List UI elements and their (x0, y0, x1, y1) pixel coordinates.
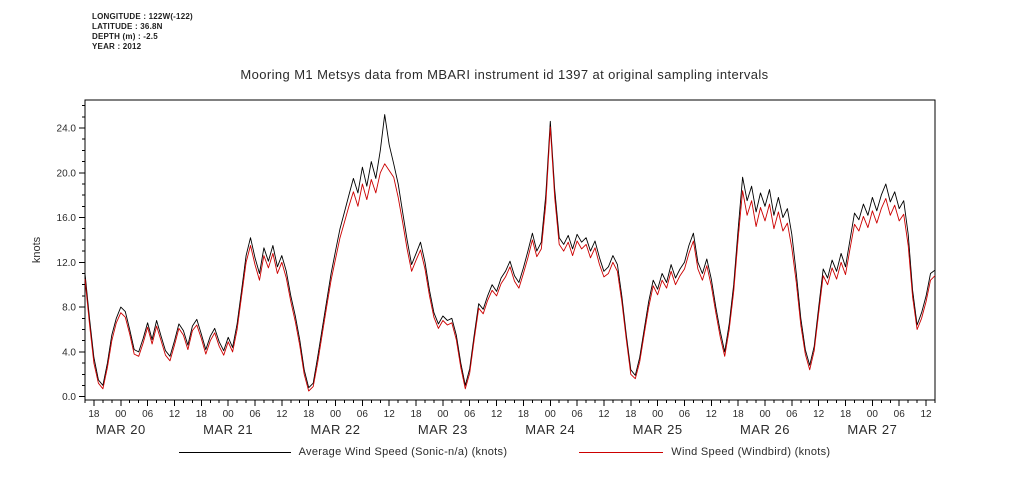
x-tick-label: 18 (303, 409, 315, 420)
y-tick-label: 4.0 (62, 347, 76, 358)
x-tick-label: 06 (464, 409, 476, 420)
y-tick-label: 20.0 (57, 168, 77, 179)
x-tick-label: 00 (437, 409, 449, 420)
x-tick-label: 12 (169, 409, 181, 420)
metadata-latitude: LATITUDE : 36.8N (92, 22, 163, 31)
x-tick-label: 06 (142, 409, 154, 420)
x-date-label: MAR 27 (847, 422, 897, 437)
series-line-sonic (84, 114, 936, 389)
metadata-year: YEAR : 2012 (92, 42, 142, 51)
chart-legend: Average Wind Speed (Sonic-n/a) (knots) W… (0, 446, 1009, 458)
y-tick-label: 24.0 (57, 123, 77, 134)
legend-label-sonic: Average Wind Speed (Sonic-n/a) (knots) (298, 446, 508, 458)
legend-label-windbird: Wind Speed (Windbird) (knots) (671, 446, 831, 458)
x-tick-label: 12 (598, 409, 610, 420)
chart-title: Mooring M1 Metsys data from MBARI instru… (240, 67, 769, 82)
series-line-windbird (84, 126, 936, 392)
x-tick-label: 18 (625, 409, 637, 420)
x-tick-label: 00 (759, 409, 771, 420)
x-date-label: MAR 22 (311, 422, 361, 437)
x-tick-label: 18 (840, 409, 852, 420)
x-tick-label: 00 (867, 409, 879, 420)
x-tick-label: 12 (276, 409, 288, 420)
x-tick-label: 06 (249, 409, 261, 420)
x-date-label: MAR 20 (96, 422, 146, 437)
legend-line-sonic (178, 451, 291, 453)
metadata-block: LONGITUDE : 122W(-122) LATITUDE : 36.8N … (92, 12, 193, 52)
x-tick-label: 00 (545, 409, 557, 420)
x-tick-label: 18 (733, 409, 745, 420)
x-tick-label: 18 (518, 409, 530, 420)
x-tick-label: 18 (88, 409, 100, 420)
x-tick-label: 06 (786, 409, 798, 420)
x-tick-label: 12 (491, 409, 503, 420)
x-date-label: MAR 24 (525, 422, 575, 437)
x-tick-label: 06 (679, 409, 691, 420)
y-tick-label: 12.0 (57, 258, 77, 269)
x-tick-label: 12 (813, 409, 825, 420)
x-tick-label: 00 (652, 409, 664, 420)
x-date-label: MAR 26 (740, 422, 790, 437)
y-tick-label: 8.0 (62, 303, 76, 314)
metadata-depth: DEPTH (m) : -2.5 (92, 32, 158, 41)
plot-box (84, 99, 936, 401)
y-tick-label: 0.0 (62, 392, 76, 403)
x-tick-label: 18 (196, 409, 208, 420)
x-tick-label: 18 (410, 409, 422, 420)
x-date-label: MAR 21 (203, 422, 253, 437)
x-tick-label: 06 (572, 409, 584, 420)
x-date-label: MAR 25 (633, 422, 683, 437)
x-tick-label: 12 (920, 409, 932, 420)
x-tick-label: 00 (223, 409, 235, 420)
metadata-longitude: LONGITUDE : 122W(-122) (92, 12, 193, 21)
x-tick-label: 12 (706, 409, 718, 420)
x-tick-label: 12 (384, 409, 396, 420)
x-tick-label: 06 (357, 409, 369, 420)
legend-line-windbird (579, 451, 664, 453)
x-tick-label: 00 (330, 409, 342, 420)
x-tick-label: 00 (115, 409, 127, 420)
x-date-label: MAR 23 (418, 422, 468, 437)
x-tick-label: 06 (894, 409, 906, 420)
y-tick-label: 16.0 (57, 213, 77, 224)
